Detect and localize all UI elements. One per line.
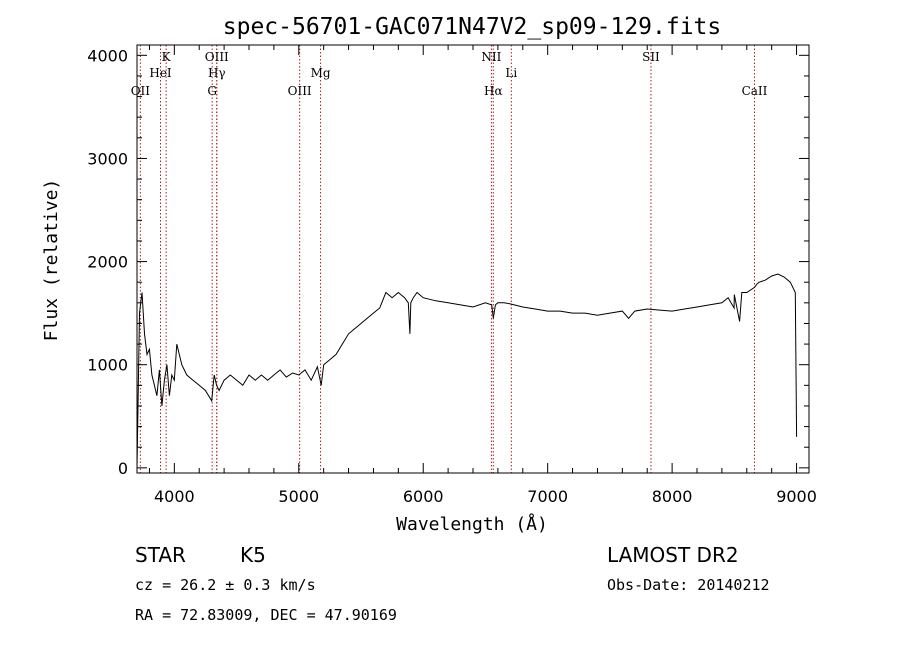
line-label-7: Mg [311,66,331,80]
x-tick-label: 9000 [776,487,817,506]
sky-coordinates: RA = 72.83009, DEC = 47.90169 [135,606,397,624]
line-label-4: OIII [205,50,229,64]
x-axis-ticks: 4000 5000 6000 7000 8000 9000 [148,45,817,506]
line-label-12: CaII [742,84,768,98]
x-axis-label: Wavelength (Å) [396,513,548,535]
spectral-subclass: K5 [240,543,266,567]
observation-date: Obs-Date: 20140212 [607,576,770,594]
spectral-line-markers [139,45,755,473]
x-tick-label: 5000 [278,487,319,506]
x-tick-label: 4000 [154,487,195,506]
spectrum-series-line [136,273,798,468]
line-label-1: HeI [149,66,172,80]
line-label-8: NII [481,50,501,64]
line-label-3: G [207,84,217,98]
object-type: STAR [135,543,186,567]
redshift-readout: cz = 26.2 ± 0.3 km/s [135,576,316,594]
y-tick-label: 0 [118,459,128,478]
y-tick-label: 4000 [87,46,128,65]
survey-name: LAMOST DR2 [607,543,739,567]
x-tick-label: 8000 [652,487,693,506]
y-axis-label: Flux (relative) [41,179,62,342]
plot-frame [136,44,810,474]
y-tick-label: 3000 [87,149,128,168]
line-label-11: SII [642,50,660,64]
chart-title: spec-56701-GAC071N47V2_sp09-129.fits [223,14,722,40]
line-label-6: OIII [288,84,312,98]
y-tick-label: 2000 [87,253,128,272]
line-label-10: Li [505,66,517,80]
line-label-5: Hγ [208,66,226,80]
x-tick-label: 6000 [403,487,444,506]
y-axis-ticks: 0 1000 2000 3000 4000 [87,46,809,478]
line-label-0: OII [131,84,151,98]
line-label-2: K [162,50,172,64]
x-tick-label: 7000 [527,487,568,506]
line-label-9: Hα [484,84,503,98]
y-tick-label: 1000 [87,356,128,375]
